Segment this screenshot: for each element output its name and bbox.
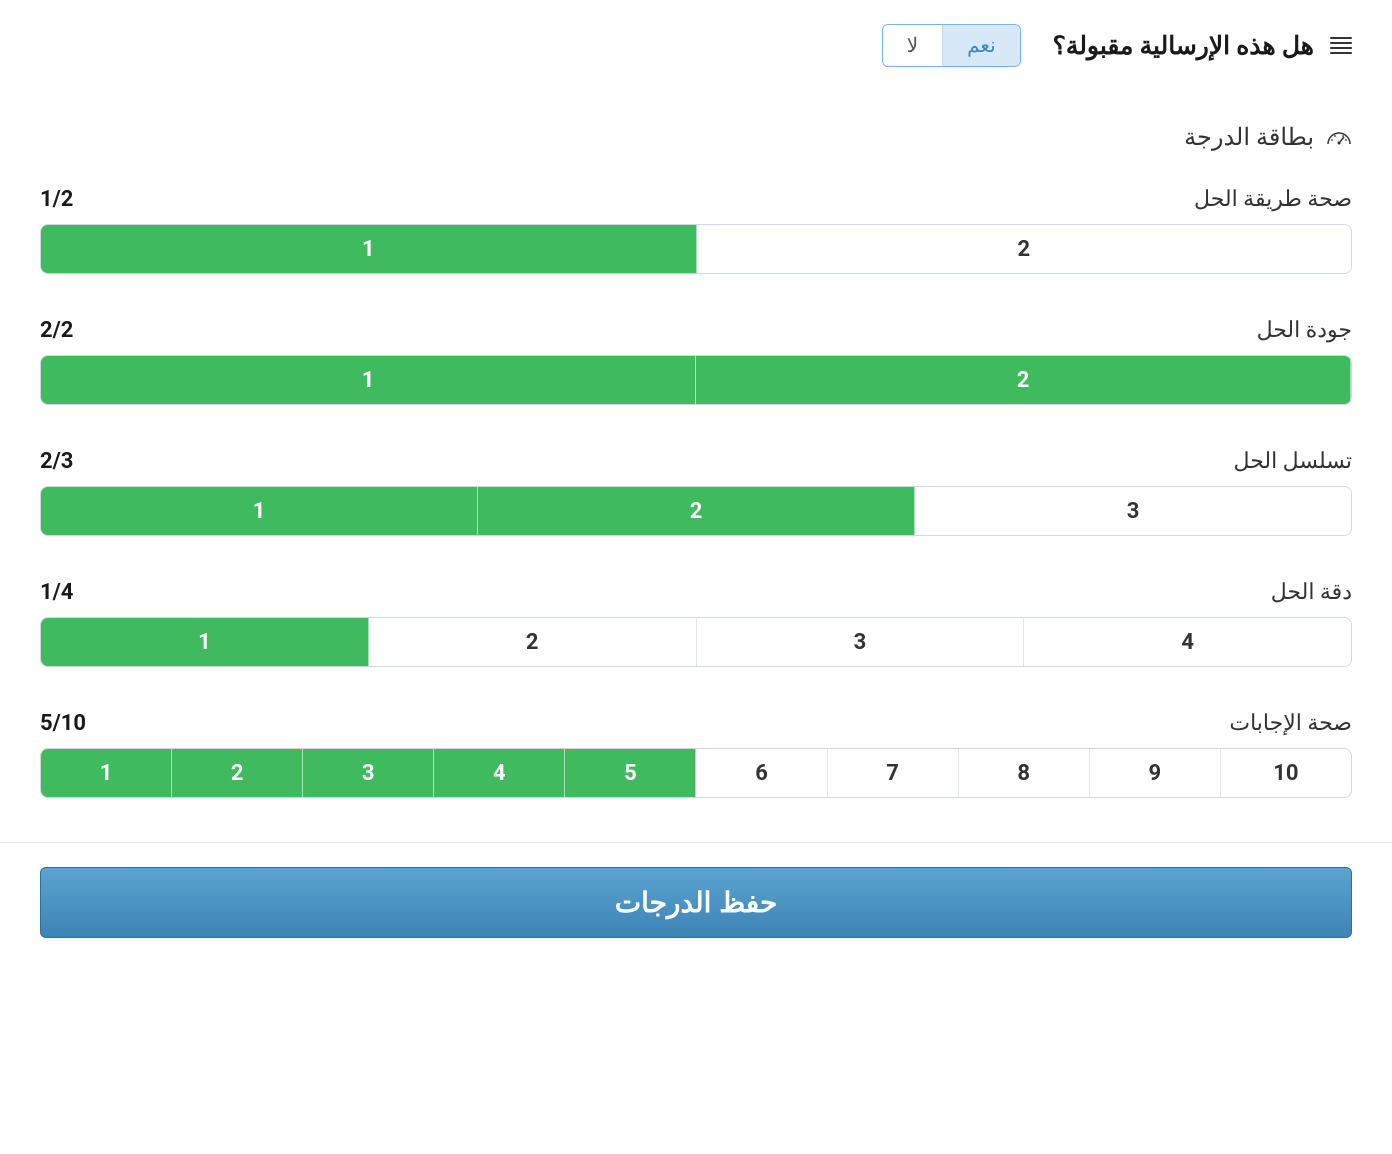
criterion-header: دقة الحل 1/4 (40, 580, 1352, 605)
acceptance-header: هل هذه الإرسالية مقبولة؟ نعم لا (40, 24, 1352, 67)
save-button[interactable]: حفظ الدرجات (40, 867, 1352, 938)
score-cell[interactable]: 4 (434, 749, 565, 797)
score-cell[interactable]: 7 (828, 749, 959, 797)
score-cell[interactable]: 1 (41, 356, 696, 404)
score-bar: 12345678910 (40, 748, 1352, 798)
score-cell[interactable]: 4 (1024, 618, 1351, 666)
score-cell[interactable]: 2 (697, 225, 1352, 273)
score-cell[interactable]: 2 (369, 618, 697, 666)
criterion-label: جودة الحل (1257, 318, 1352, 343)
criterion-score: 2/3 (40, 449, 73, 474)
score-cell[interactable]: 2 (478, 487, 915, 535)
criterion-header: تسلسل الحل 2/3 (40, 449, 1352, 474)
score-cell[interactable]: 6 (696, 749, 827, 797)
criterion-label: صحة طريقة الحل (1194, 187, 1352, 212)
score-cell[interactable]: 1 (41, 618, 369, 666)
score-cell[interactable]: 5 (565, 749, 696, 797)
footer: حفظ الدرجات (0, 842, 1392, 970)
scorecard-header: بطاقة الدرجة (40, 123, 1352, 151)
toggle-yes[interactable]: نعم (942, 25, 1020, 66)
criterion-header: جودة الحل 2/2 (40, 318, 1352, 343)
gauge-icon (1326, 129, 1352, 145)
criterion-header: صحة طريقة الحل 1/2 (40, 187, 1352, 212)
criterion-score: 5/10 (40, 711, 86, 736)
score-cell[interactable]: 3 (915, 487, 1351, 535)
score-bar: 12 (40, 355, 1352, 405)
score-cell[interactable]: 3 (303, 749, 434, 797)
score-cell[interactable]: 3 (697, 618, 1025, 666)
criterion-score: 1/2 (40, 187, 73, 212)
criterion-score: 2/2 (40, 318, 73, 343)
criterion: صحة الإجابات 5/10 12345678910 (40, 711, 1352, 798)
criteria-list: صحة طريقة الحل1/212جودة الحل2/212تسلسل ا… (40, 187, 1352, 798)
toggle-no[interactable]: لا (883, 25, 942, 66)
criterion: دقة الحل 1/4 1234 (40, 580, 1352, 667)
score-bar: 12 (40, 224, 1352, 274)
score-cell[interactable]: 10 (1221, 749, 1351, 797)
score-bar: 1234 (40, 617, 1352, 667)
criterion-label: تسلسل الحل (1234, 449, 1352, 474)
criterion-label: صحة الإجابات (1229, 711, 1352, 736)
score-cell[interactable]: 2 (696, 356, 1351, 404)
score-cell[interactable]: 1 (41, 487, 478, 535)
score-cell[interactable]: 8 (959, 749, 1090, 797)
criterion-header: صحة الإجابات 5/10 (40, 711, 1352, 736)
score-cell[interactable]: 2 (172, 749, 303, 797)
criterion-label: دقة الحل (1271, 580, 1352, 605)
score-cell[interactable]: 1 (41, 749, 172, 797)
acceptance-question: هل هذه الإرسالية مقبولة؟ (1053, 31, 1314, 61)
score-cell[interactable]: 1 (41, 225, 697, 273)
score-bar: 123 (40, 486, 1352, 536)
scorecard-title: بطاقة الدرجة (1184, 123, 1314, 151)
menu-icon[interactable] (1330, 37, 1352, 54)
criterion-score: 1/4 (40, 580, 73, 605)
criterion: تسلسل الحل 2/3 123 (40, 449, 1352, 536)
score-cell[interactable]: 9 (1090, 749, 1221, 797)
criterion: جودة الحل 2/2 12 (40, 318, 1352, 405)
acceptance-toggle: نعم لا (882, 24, 1021, 67)
criterion: صحة طريقة الحل 1/2 12 (40, 187, 1352, 274)
